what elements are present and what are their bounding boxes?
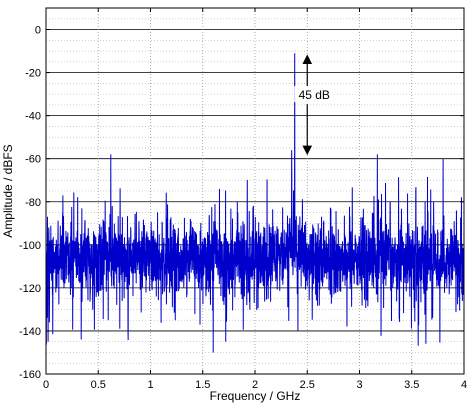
x-tick-label: 3.5 <box>404 379 419 391</box>
spectrum-series-line <box>46 53 464 353</box>
y-tick-label: -60 <box>25 154 41 166</box>
y-tick-label: -100 <box>19 240 41 252</box>
annotation-label-bg <box>294 86 335 103</box>
y-axis-label: Amplitude / dBFS <box>1 144 15 237</box>
y-tick-label: -40 <box>25 111 41 123</box>
x-tick-label: 4 <box>461 379 467 391</box>
x-tick-label: 0 <box>43 379 49 391</box>
y-tick-label: -120 <box>19 283 41 295</box>
x-tick-label: 0.5 <box>91 379 106 391</box>
y-tick-label: -140 <box>19 326 41 338</box>
x-tick-label: 2.5 <box>300 379 315 391</box>
y-tick-label: -80 <box>25 197 41 209</box>
y-tick-label: -20 <box>25 68 41 80</box>
annotation-label: 45 dB <box>299 88 330 102</box>
y-tick-label: 0 <box>35 25 41 37</box>
y-tick-label: -160 <box>19 369 41 381</box>
x-axis-label: Frequency / GHz <box>210 389 301 403</box>
x-tick-label: 3 <box>356 379 362 391</box>
x-tick-label: 1 <box>147 379 153 391</box>
x-tick-label: 2 <box>252 379 258 391</box>
x-tick-label: 1.5 <box>195 379 210 391</box>
